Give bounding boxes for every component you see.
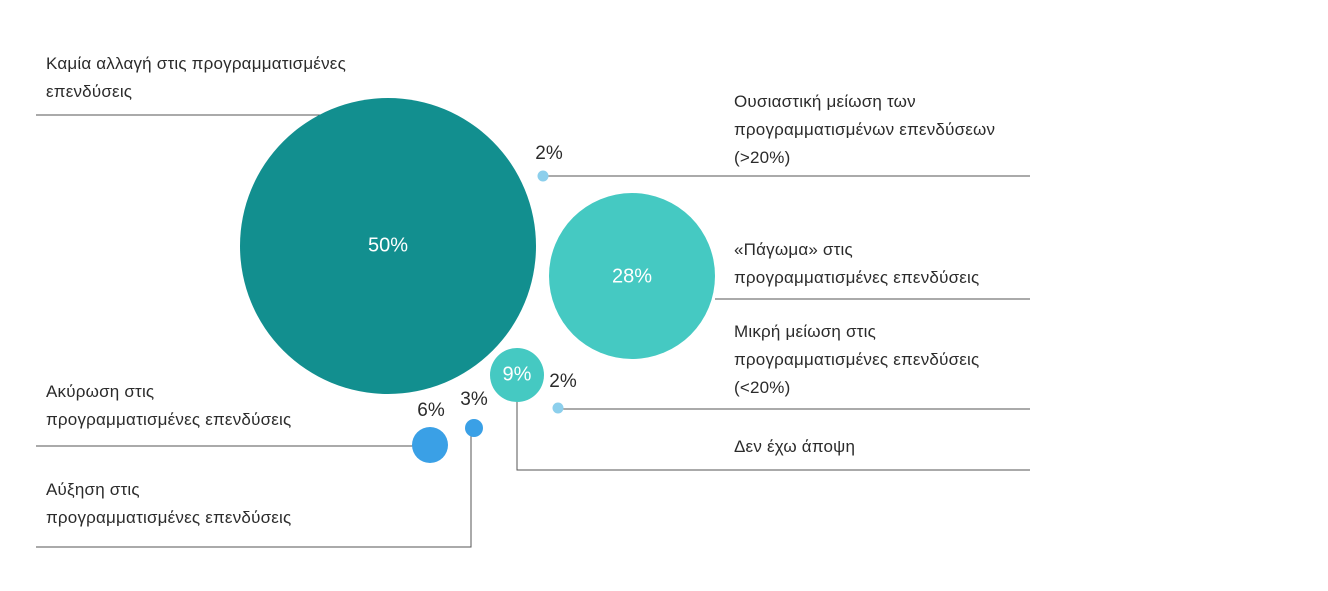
bubble-small-cut <box>552 402 564 414</box>
leader-no-opinion <box>516 398 1030 471</box>
value-label-freeze: 28% <box>611 265 653 288</box>
label-no-opinion: Δεν έχω άποψη <box>734 437 856 456</box>
value-label-no-change: 50% <box>367 234 409 257</box>
label-increase: Αύξηση στις προγραμματισμένες επενδύσεις <box>46 480 292 527</box>
leader-lines <box>36 114 1030 548</box>
bubble-big-cut <box>537 170 549 182</box>
label-cancel: Ακύρωση στις προγραμματισμένες επενδύσεις <box>46 382 292 429</box>
bubble-increase <box>465 419 483 437</box>
bubble-no-change <box>240 98 536 394</box>
bubble-freeze <box>549 193 715 359</box>
label-big-cut: Ουσιαστική μείωση των προγραμματισμένων ε… <box>734 92 996 167</box>
label-no-change: Καμία αλλαγή στις προγραμματισμένες επενδ… <box>46 54 346 101</box>
bubble-cancel <box>412 427 448 463</box>
value-label-cancel: 6% <box>417 400 445 421</box>
value-label-no-opinion: 9% <box>502 363 532 386</box>
value-label-increase: 3% <box>460 389 488 410</box>
bubble-no-opinion <box>490 348 544 402</box>
bubbles <box>240 98 715 463</box>
value-label-big-cut: 2% <box>535 143 563 164</box>
leader-increase <box>36 428 472 548</box>
label-freeze: «Πάγωμα» στις προγραμματισμένες επενδύσει… <box>734 240 980 287</box>
value-label-small-cut: 2% <box>549 371 577 392</box>
label-small-cut: Μικρή μείωση στις προγραμματισμένες επενδ… <box>734 322 980 397</box>
